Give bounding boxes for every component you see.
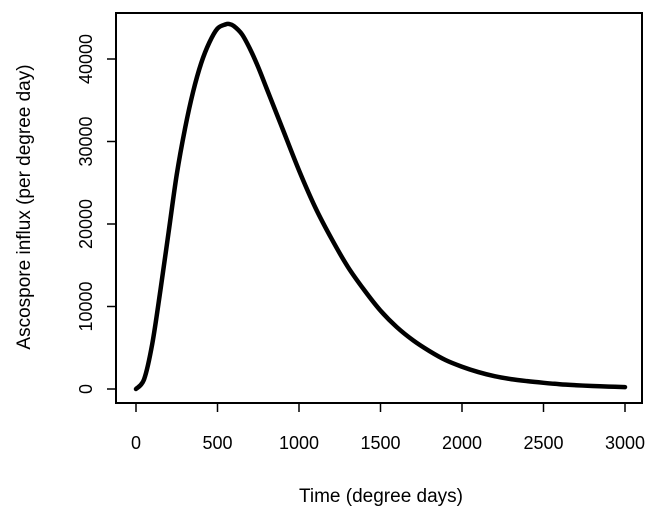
x-tick-label: 2500	[523, 433, 563, 453]
series-line	[133, 21, 628, 392]
x-tick-label: 2000	[442, 433, 482, 453]
x-tick-label: 1000	[279, 433, 319, 453]
y-tick-label: 20000	[76, 199, 96, 249]
plot-frame	[115, 12, 643, 404]
x-axis: 0 500 1000 1500 2000 2500 3000	[131, 403, 645, 453]
y-tick-label: 40000	[76, 34, 96, 84]
y-axis: 0 10000 20000 30000 40000	[76, 34, 116, 394]
x-axis-title: Time (degree days)	[299, 486, 463, 507]
series-layer	[133, 21, 628, 392]
y-tick-label: 30000	[76, 116, 96, 166]
x-tick-label: 3000	[605, 433, 645, 453]
x-tick-label: 0	[131, 433, 141, 453]
y-tick-label: 10000	[76, 281, 96, 331]
x-tick-label: 500	[202, 433, 232, 453]
y-tick-label: 0	[76, 384, 96, 394]
x-tick-label: 1500	[360, 433, 400, 453]
y-axis-title: Ascospore influx (per degree day)	[14, 64, 35, 349]
